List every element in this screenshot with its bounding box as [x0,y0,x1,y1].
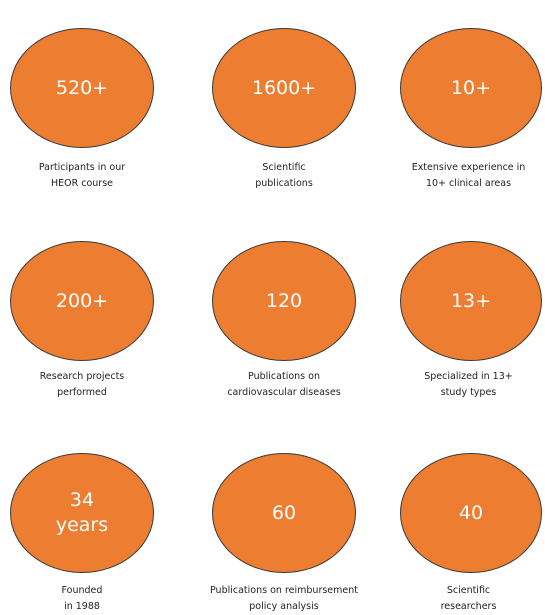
stat-caption: Scientific publications [255,162,313,189]
stat-caption: Scientific researchers [440,585,497,612]
stat-circle: 34 years [10,453,154,573]
stat-caption: Specialized in 13+ study types [424,371,513,398]
stat-circle: 60 [212,453,356,573]
stat-caption: Extensive experience in 10+ clinical are… [411,162,526,189]
stat-caption: Publications on reimbursement policy ana… [210,585,358,612]
stat-circle: 1600+ [212,28,356,148]
stat-circle: 120 [212,241,356,361]
stat-circle: 40 [400,453,542,573]
stat-circle: 13+ [400,241,542,361]
stat-caption: Publications on cardiovascular diseases [227,371,341,398]
stat-circle: 200+ [10,241,154,361]
stat-caption: Research projects performed [39,371,125,398]
stat-caption: Participants in our HEOR course [38,162,126,189]
stat-circle: 10+ [400,28,542,148]
stat-circle: 520+ [10,28,154,148]
stat-caption: Founded in 1988 [61,585,103,612]
